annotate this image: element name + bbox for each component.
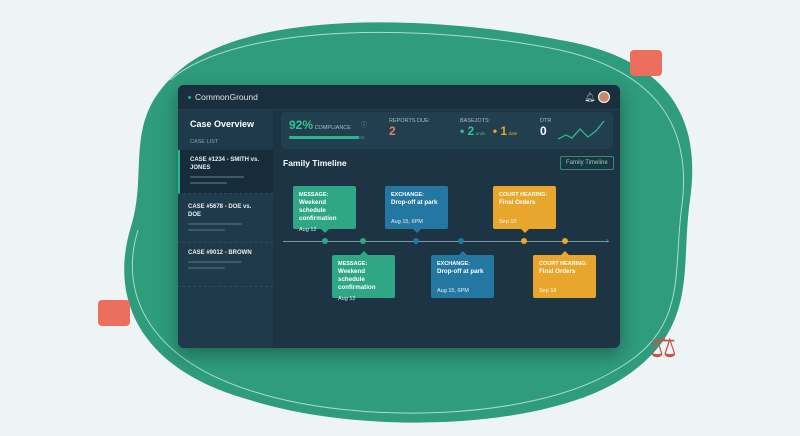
reports-value: 2 xyxy=(389,124,396,138)
scales-icon: ⚖ xyxy=(650,331,677,364)
placeholder-line xyxy=(190,176,244,178)
event-kind: MESSAGE: xyxy=(299,192,329,198)
case-list-label: CASE LIST xyxy=(190,139,219,145)
case-label: CASE #1234 - SMITH vs. JONES xyxy=(190,157,260,171)
avatar[interactable] xyxy=(598,91,610,103)
event-kind: EXCHANGE: xyxy=(437,261,471,267)
briefcase-icon xyxy=(630,50,662,76)
event-date: Sep 18 xyxy=(539,288,557,294)
logo[interactable]: CommonGround xyxy=(188,92,258,102)
timeline-dot[interactable] xyxy=(413,238,419,244)
event-title: Drop-off at park xyxy=(391,199,438,206)
dtr-kpi: DTR 0 xyxy=(540,118,551,138)
briefcase-icon xyxy=(98,300,130,326)
sidebar: Case Overview CASE LIST CASE #1234 - SMI… xyxy=(178,110,273,348)
event-title: Weekend schedule confirmation xyxy=(338,268,376,291)
basejots-date-label: date xyxy=(508,131,518,136)
event-kind: COURT HEARING: xyxy=(499,192,548,198)
timeline-dot[interactable] xyxy=(322,238,328,244)
family-timeline-button[interactable]: Family Timeline xyxy=(560,156,614,170)
basejots-units: 2 xyxy=(467,124,475,138)
dtr-value: 0 xyxy=(540,124,547,138)
basejots-date: 1 xyxy=(500,124,508,138)
timeline-dot[interactable] xyxy=(562,238,568,244)
event-date: Sep 10 xyxy=(499,219,517,225)
event-kind: MESSAGE: xyxy=(338,261,368,267)
placeholder-line xyxy=(188,261,242,263)
event-card[interactable]: EXCHANGE: Drop-off at park Aug 15, 6PM xyxy=(431,251,494,298)
compliance-progress xyxy=(289,136,365,139)
basejots-kpi: BASEJOTS: • 2 units • 1 date xyxy=(460,118,518,138)
bell-icon[interactable]: 🔔︎ xyxy=(584,92,596,102)
event-card[interactable]: COURT HEARING: Final Orders Sep 18 xyxy=(533,251,596,298)
compliance-kpi: 92% COMPLIANCE xyxy=(289,118,351,132)
case-item[interactable]: CASE #1234 - SMITH vs. JONES xyxy=(178,150,273,194)
basejots-units-label: units xyxy=(475,131,486,136)
event-title: Weekend schedule confirmation xyxy=(299,199,337,222)
info-icon[interactable]: ⓘ xyxy=(361,123,368,129)
event-date: Aug 15, 6PM xyxy=(437,288,469,294)
sidebar-title: Case Overview xyxy=(190,119,255,129)
event-card[interactable]: MESSAGE: Weekend schedule confirmation Aug… xyxy=(293,186,356,233)
timeline-dot[interactable] xyxy=(458,238,464,244)
placeholder-line xyxy=(188,229,225,231)
event-date: Aug 12 xyxy=(338,296,356,302)
event-card[interactable]: COURT HEARING: Final Orders Sep 10 xyxy=(493,186,556,233)
placeholder-line xyxy=(188,223,242,225)
timeline-axis xyxy=(283,241,609,242)
event-date: Aug 12 xyxy=(299,227,317,233)
case-item[interactable]: CASE #5678 - DOE vs. DOE xyxy=(178,197,273,243)
case-item[interactable]: CASE #9012 - BROWN xyxy=(178,243,273,287)
top-bar: CommonGround 🔔︎ xyxy=(178,85,620,110)
case-label: CASE #9012 - BROWN xyxy=(188,250,252,256)
reports-kpi: REPORTS DUE: 2 xyxy=(389,118,430,138)
timeline-dot[interactable] xyxy=(521,238,527,244)
compliance-label: COMPLIANCE xyxy=(314,125,351,131)
event-title: Drop-off at park xyxy=(437,268,484,275)
dtr-label: DTR xyxy=(540,118,552,124)
kpi-panel: 92% COMPLIANCE ⓘ REPORTS DUE: 2 BASEJOTS:… xyxy=(281,112,613,149)
timeline-title: Family Timeline xyxy=(283,158,347,168)
placeholder-line xyxy=(188,267,225,269)
dtr-sparkline xyxy=(557,120,605,140)
event-kind: COURT HEARING: xyxy=(539,261,588,267)
compliance-value: 92% xyxy=(289,118,314,132)
case-label: CASE #5678 - DOE vs. DOE xyxy=(188,204,252,218)
event-card[interactable]: MESSAGE: Weekend schedule confirmation Aug… xyxy=(332,251,395,302)
arrow-right-icon: › xyxy=(606,236,609,245)
timeline-dot[interactable] xyxy=(360,238,366,244)
placeholder-line xyxy=(190,182,227,184)
event-card[interactable]: EXCHANGE: Drop-off at park Aug 15, 6PM xyxy=(385,186,448,233)
app-name: CommonGround xyxy=(195,92,258,102)
event-date: Aug 15, 6PM xyxy=(391,219,423,225)
app-window: CommonGround 🔔︎ Case Overview CASE LIST … xyxy=(178,85,620,348)
basejots-label: BASEJOTS: xyxy=(460,118,491,124)
event-title: Final Orders xyxy=(499,199,536,206)
reports-label: REPORTS DUE: xyxy=(389,118,431,124)
logo-icon xyxy=(188,95,191,99)
event-kind: EXCHANGE: xyxy=(391,192,425,198)
event-title: Final Orders xyxy=(539,268,576,275)
